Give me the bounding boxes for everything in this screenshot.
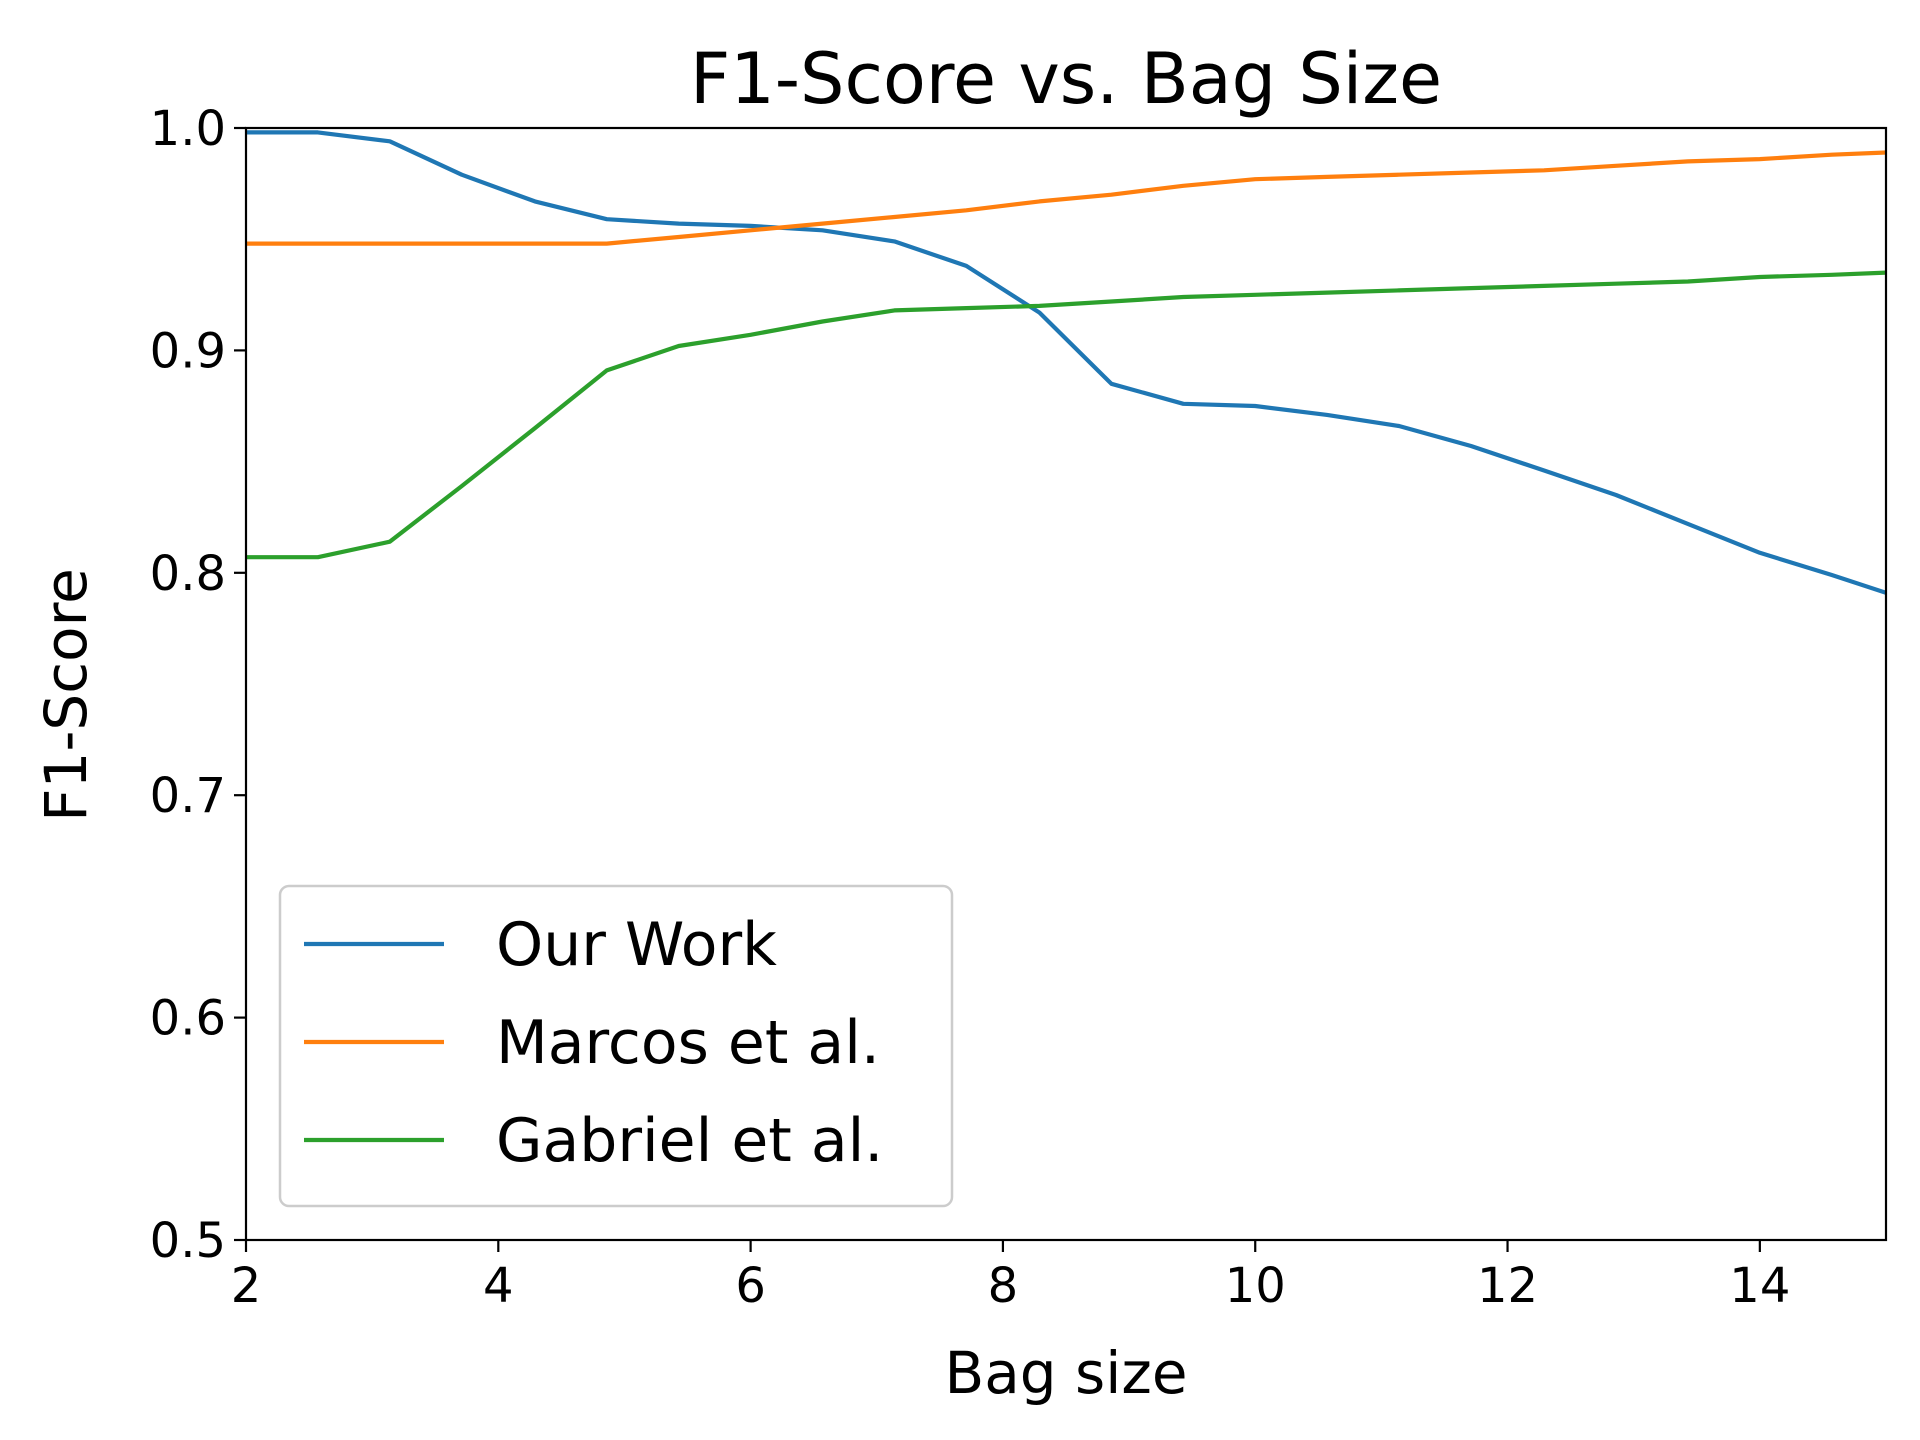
y-tick-label: 0.5 bbox=[150, 1213, 226, 1269]
x-tick-label: 12 bbox=[1477, 1258, 1538, 1314]
x-tick-label: 14 bbox=[1729, 1258, 1790, 1314]
y-tick-label: 0.7 bbox=[150, 768, 226, 824]
series-line-0 bbox=[246, 130, 1886, 596]
series-line-1 bbox=[246, 150, 1886, 246]
y-tick-label: 0.6 bbox=[150, 991, 226, 1047]
chart-title: F1-Score vs. Bag Size bbox=[690, 38, 1442, 120]
legend-label-1: Marcos et al. bbox=[496, 1008, 880, 1078]
x-axis: 2 4 6 8 10 12 14 bbox=[231, 1240, 1790, 1314]
plot-area bbox=[244, 126, 1888, 1242]
y-axis: 0.5 0.6 0.7 0.8 0.9 1.0 bbox=[150, 101, 246, 1269]
x-tick-label: 6 bbox=[735, 1258, 766, 1314]
x-axis-label: Bag size bbox=[944, 1339, 1187, 1407]
legend-label-2: Gabriel et al. bbox=[496, 1106, 883, 1176]
legend: Our Work Marcos et al. Gabriel et al. bbox=[278, 884, 954, 1208]
y-tick-label: 0.9 bbox=[150, 323, 226, 379]
y-axis-label: F1-Score bbox=[32, 568, 100, 822]
legend-label-0: Our Work bbox=[496, 910, 777, 980]
x-tick-label: 10 bbox=[1225, 1258, 1286, 1314]
x-tick-label: 2 bbox=[231, 1258, 262, 1314]
y-tick-label: 1.0 bbox=[150, 101, 226, 157]
y-tick-label: 0.8 bbox=[150, 546, 226, 602]
x-tick-label: 8 bbox=[988, 1258, 1019, 1314]
plot-frame bbox=[244, 126, 1888, 1242]
series-line-2 bbox=[246, 270, 1886, 560]
legend-box bbox=[278, 884, 954, 1208]
x-tick-label: 4 bbox=[483, 1258, 514, 1314]
